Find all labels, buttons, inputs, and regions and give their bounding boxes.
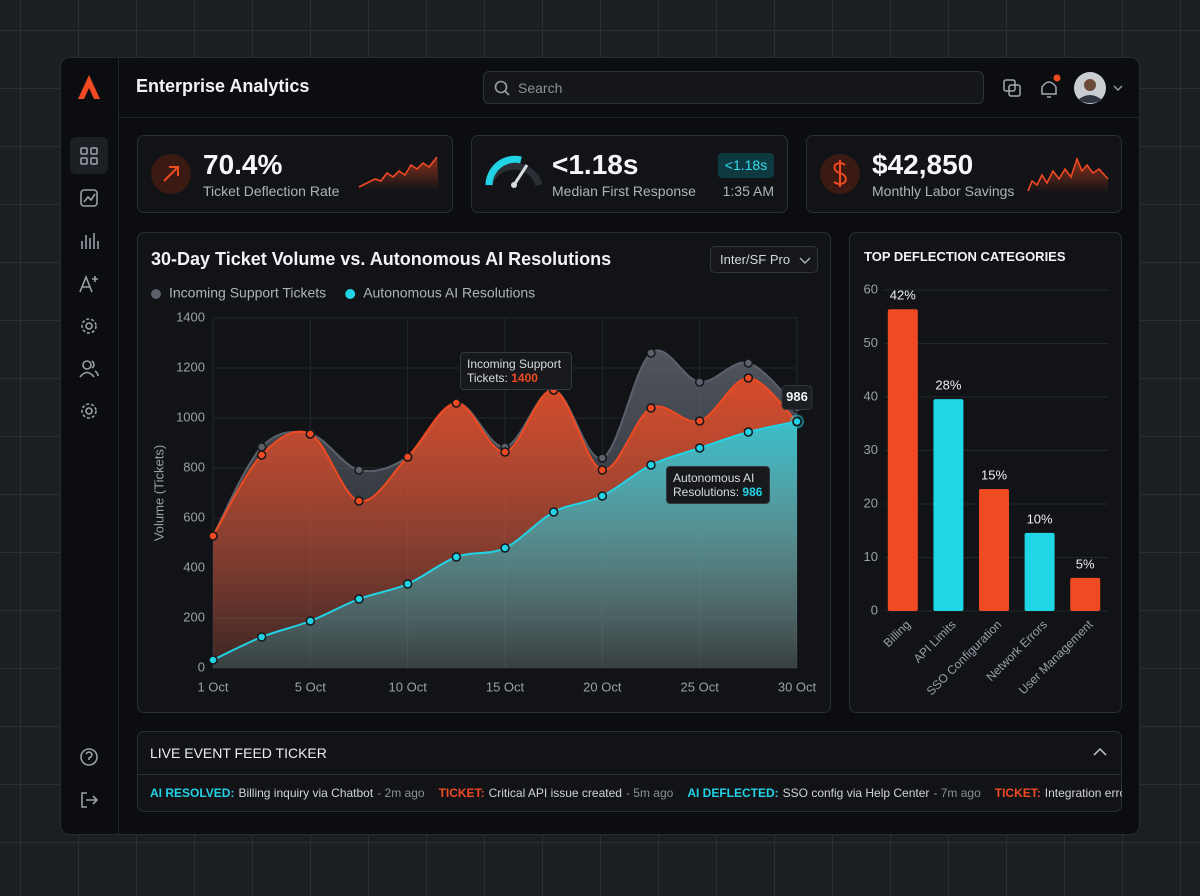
app-title: Enterprise Analytics xyxy=(136,76,310,96)
feed-tag: TICKET: xyxy=(438,786,485,800)
nav-dashboard[interactable] xyxy=(80,147,98,165)
tooltip-value: 1400 xyxy=(511,371,538,385)
logo xyxy=(78,75,100,99)
kpi-time: 1:35 AM xyxy=(722,183,774,199)
sparkline xyxy=(358,156,438,188)
kpi-icon xyxy=(151,154,191,194)
feed-text: Billing inquiry via Chatbot xyxy=(238,786,374,800)
header-actions xyxy=(1003,72,1123,104)
feed-tag: TICKET: xyxy=(994,786,1041,800)
kpi-value: 70.4% xyxy=(203,149,283,180)
nav-trends[interactable] xyxy=(80,189,98,207)
chart-title: TOP DEFLECTION CATEGORIES xyxy=(864,249,1066,264)
chart-title: 30-Day Ticket Volume vs. Autonomous AI R… xyxy=(151,249,612,269)
feed-text: SSO config via Help Center xyxy=(782,786,930,800)
notification-dot xyxy=(1053,74,1061,82)
sidebar xyxy=(60,57,119,835)
nav-bars[interactable] xyxy=(81,233,99,249)
select-chevron xyxy=(799,257,811,264)
feed-item[interactable]: AI RESOLVED: Billing inquiry via Chatbot -… xyxy=(150,786,425,800)
kpi-value: <1.18s xyxy=(552,149,639,180)
search-icon xyxy=(494,80,510,96)
nav-users[interactable] xyxy=(79,360,99,378)
tooltip-value: 986 xyxy=(742,485,763,499)
kpi-badge: <1.18s xyxy=(718,153,774,178)
search-placeholder: Search xyxy=(518,80,563,96)
kpi-graphics xyxy=(151,154,1109,194)
feed-time: - 7m ago xyxy=(933,786,981,800)
feed-card xyxy=(137,731,1122,812)
kpi-icon xyxy=(820,154,860,194)
nav-logout[interactable] xyxy=(81,792,99,808)
sparkline-area xyxy=(359,157,439,191)
header-divider xyxy=(119,117,1139,118)
feed-divider xyxy=(138,774,1121,775)
feed-text: Critical API issue created xyxy=(488,786,622,800)
nav-active-bg[interactable] xyxy=(70,137,108,174)
font-select[interactable]: Inter/SF Pro xyxy=(710,246,818,273)
search-box[interactable]: Search xyxy=(483,71,984,104)
feed-title: LIVE EVENT FEED TICKER xyxy=(150,745,327,761)
tooltip: Autonomous AI Resolutions: 986 xyxy=(666,466,770,504)
feed-tag: AI DEFLECTED: xyxy=(687,786,779,800)
sparkline xyxy=(1027,156,1109,192)
notifications-button[interactable] xyxy=(1041,81,1057,98)
kpi-gauge xyxy=(485,155,543,188)
nav-config[interactable] xyxy=(81,403,97,419)
avatar[interactable] xyxy=(1074,72,1106,104)
kpi-label: Monthly Labor Savings xyxy=(872,183,1015,199)
nav-ai[interactable] xyxy=(79,274,98,293)
feed-text: Integration error escalation xyxy=(1044,786,1122,800)
feed-tag: AI RESOLVED: xyxy=(150,786,235,800)
feed-time: - 5m ago xyxy=(625,786,674,800)
avatar-menu-chevron[interactable] xyxy=(1113,85,1123,91)
nav-help[interactable] xyxy=(80,748,98,766)
feed-ticker: AI RESOLVED: Billing inquiry via Chatbot -… xyxy=(150,786,1122,802)
chart-card xyxy=(849,232,1122,713)
kpi-label: Median First Response xyxy=(552,183,696,199)
feed-item[interactable]: AI DEFLECTED: SSO config via Help Center -… xyxy=(687,786,980,800)
font-select-label: Inter/SF Pro xyxy=(720,252,791,267)
chat-button[interactable] xyxy=(1003,79,1021,97)
kpi-value: $42,850 xyxy=(872,149,974,180)
sparkline-area xyxy=(1028,159,1108,193)
feed-collapse[interactable] xyxy=(1093,747,1107,757)
kpi-label: Ticket Deflection Rate xyxy=(203,183,340,199)
nav-settings[interactable] xyxy=(81,318,97,334)
sidebar-icons xyxy=(70,75,108,808)
feed-item[interactable]: TICKET: Critical API issue created - 5m ag… xyxy=(439,786,674,800)
feed-time: - 2m ago xyxy=(377,786,425,800)
feed-item[interactable]: TICKET:Integration error escalation- 10m… xyxy=(995,786,1122,800)
tooltip: Incoming Support Tickets: 1400 xyxy=(460,352,572,390)
